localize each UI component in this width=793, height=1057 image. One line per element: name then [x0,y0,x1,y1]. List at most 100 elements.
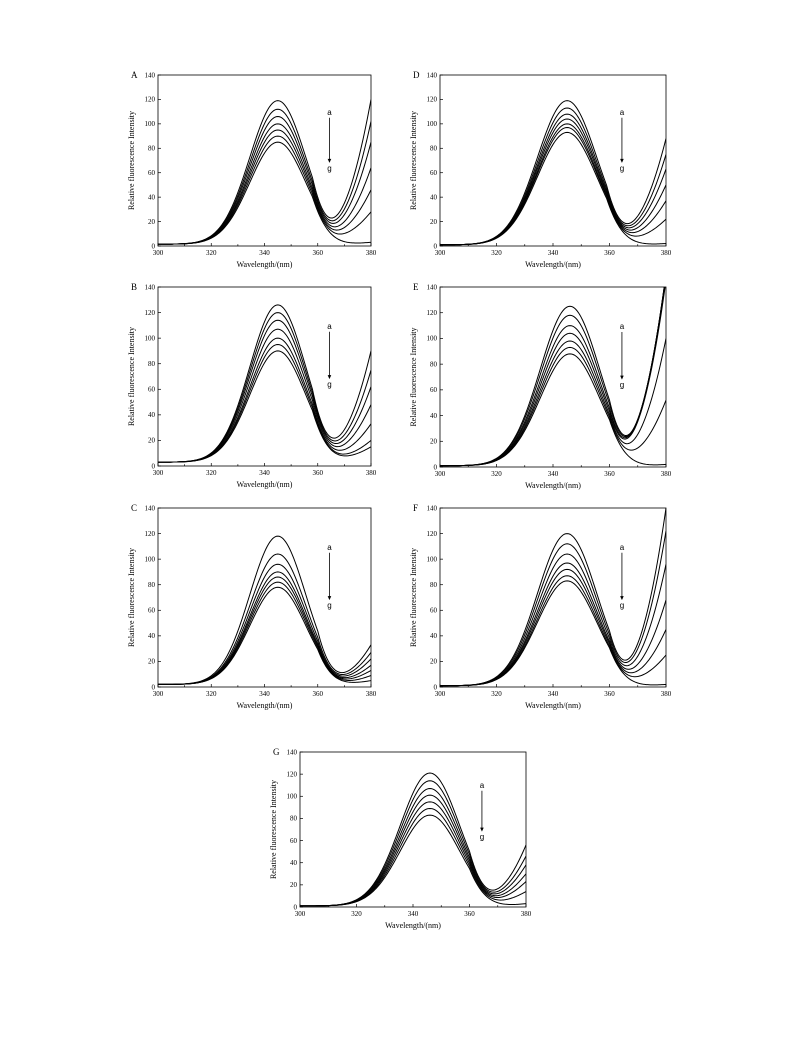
y-tick-label: 20 [430,438,438,446]
series-group [300,772,526,907]
plot-frame [439,507,667,688]
y-tick-label: 20 [430,658,438,666]
panel-letter: G [273,747,280,757]
y-tick-label: 20 [430,218,438,226]
y-tick-label: 120 [427,96,438,104]
y-tick-label: 60 [430,169,438,177]
panel-E: 300 320 340 360 380 0 20 40 60 80 100 120 140 E Wavele… [409,282,672,490]
panel-letter: F [413,503,418,513]
x-tick-label: 320 [491,690,502,698]
arrow-head [620,158,624,163]
series-line-b [440,530,666,687]
arrow-start-label: a [327,543,332,552]
y-tick-label: 0 [152,462,156,470]
x-tick-label: 340 [408,910,419,918]
x-tick-label: 300 [435,470,446,478]
y-tick-label: 120 [287,770,298,778]
y-tick-label: 140 [145,71,156,79]
y-tick-label: 140 [427,504,438,512]
arrow-head [620,375,624,380]
y-tick-label: 80 [430,360,438,368]
series-line-c [300,788,526,907]
y-tick-label: 140 [427,283,438,291]
x-tick-label: 380 [366,690,377,698]
y-tick-label: 120 [427,309,438,317]
y-axis-label: Relative fluorescence Intensity [269,780,278,879]
series-line-g [158,350,371,463]
arrow-head [327,158,332,163]
x-tick-label: 340 [548,470,559,478]
y-tick-label: 80 [148,145,156,153]
x-axis-label: Wavelength/(nm) [385,921,441,930]
panel-letter: E [413,282,419,292]
x-tick-label: 380 [521,910,532,918]
x-axis-label: Wavelength/(nm) [237,260,293,269]
panel-B: 300 320 340 360 380 0 20 40 60 80 100 120 140 B Wavele… [127,282,377,489]
series-line-g [158,141,371,245]
panel-letter: B [131,282,137,292]
y-tick-label: 60 [430,607,438,615]
x-tick-label: 300 [435,249,446,257]
series-line-f [300,807,526,907]
y-tick-label: 100 [145,334,156,342]
series-line-d [300,794,526,907]
y-tick-label: 0 [434,463,438,471]
y-tick-label: 60 [290,837,298,845]
arrow-start-label: a [620,543,625,552]
y-tick-label: 120 [145,530,156,538]
y-tick-label: 40 [148,193,156,201]
y-tick-label: 20 [290,881,298,889]
y-tick-label: 140 [145,283,156,291]
panel-letter: C [131,503,137,513]
x-tick-label: 320 [491,249,502,257]
y-tick-label: 80 [430,581,438,589]
series-line-c [158,563,371,685]
x-tick-label: 340 [259,469,270,477]
x-tick-label: 320 [206,690,217,698]
y-tick-label: 120 [145,96,156,104]
x-tick-label: 320 [351,910,362,918]
x-axis-label: Wavelength/(nm) [237,701,293,710]
panel-A: 300 320 340 360 380 0 20 40 60 80 100 120 140 A Wavele… [127,70,377,269]
arrow-head [620,596,624,601]
series-group [158,304,371,463]
series-group [158,535,371,685]
y-tick-label: 0 [152,242,156,250]
y-tick-label: 40 [430,193,438,201]
x-tick-label: 380 [661,690,672,698]
y-tick-label: 140 [287,748,298,756]
series-line-g [158,586,371,685]
x-tick-label: 360 [604,690,615,698]
series-line-e [440,338,666,467]
series-line-d [440,287,666,467]
series-group [440,508,666,687]
series-line-g [440,580,666,687]
arrow-end-label: g [620,601,624,610]
x-tick-label: 380 [366,469,377,477]
y-tick-label: 140 [145,504,156,512]
x-tick-label: 300 [153,469,164,477]
y-tick-label: 40 [148,632,156,640]
y-axis-label: Relative fluorescence Intensity [409,111,418,210]
y-tick-label: 100 [427,120,438,128]
y-axis-label: Relative fluorescence Intensity [409,548,418,647]
y-tick-label: 80 [148,581,156,589]
y-tick-label: 80 [148,360,156,368]
series-group [440,287,666,467]
y-tick-label: 60 [430,386,438,394]
y-tick-label: 0 [434,683,438,691]
y-tick-label: 80 [430,145,438,153]
x-axis-label: Wavelength/(nm) [525,701,581,710]
y-tick-label: 100 [427,335,438,343]
y-tick-label: 80 [290,815,298,823]
y-tick-label: 20 [148,218,156,226]
y-tick-label: 60 [148,169,156,177]
arrow-end-label: g [620,164,624,173]
series-line-g [440,131,666,246]
y-tick-label: 0 [294,903,298,911]
series-group [158,99,371,245]
x-tick-label: 300 [295,910,306,918]
series-line-b [158,553,371,685]
arrow-end-label: g [327,164,331,173]
